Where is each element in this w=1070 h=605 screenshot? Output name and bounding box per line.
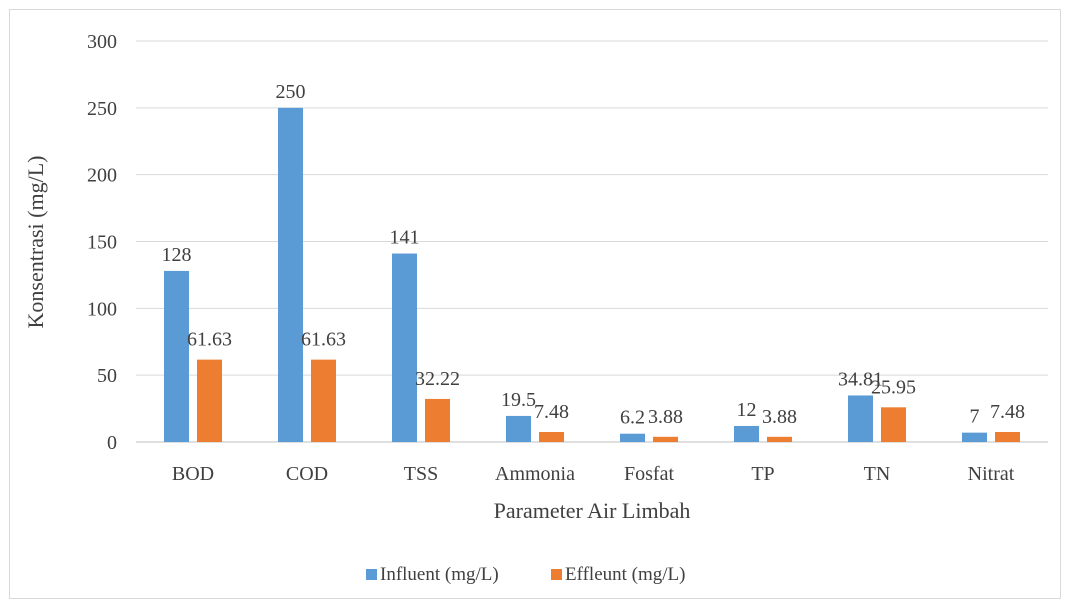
data-label-effleunt: 3.88	[762, 406, 797, 428]
data-label-effleunt: 7.48	[534, 401, 569, 423]
y-tick-label: 100	[87, 298, 117, 320]
data-label-effleunt: 7.48	[990, 401, 1025, 423]
x-category-label: TSS	[404, 463, 438, 485]
x-category-label: Nitrat	[968, 463, 1015, 485]
y-axis-ticks: 0 50 100 150 200 250 300	[87, 31, 117, 454]
bar-effleunt-ammonia	[539, 432, 564, 442]
data-label-effleunt: 32.22	[415, 368, 460, 390]
legend-swatch-influent	[366, 569, 377, 580]
legend-swatch-effleunt	[551, 569, 562, 580]
bar-influent-cod	[278, 107, 303, 442]
y-axis-title: Konsentrasi (mg/L)	[23, 156, 48, 329]
bar-influent-tss	[392, 253, 417, 442]
data-label-influent: 19.5	[501, 389, 536, 411]
bar-effleunt-tss	[425, 398, 450, 442]
x-axis-categories: BOD COD TSS Ammonia Fosfat TP TN Nitrat	[172, 463, 1015, 485]
bar-effleunt-fosfat	[653, 436, 678, 442]
bar-effleunt-cod	[311, 359, 336, 442]
legend: Influent (mg/L) Effleunt (mg/L)	[366, 564, 685, 585]
data-label-effleunt: 61.63	[301, 329, 346, 351]
bar-effleunt-bod	[197, 359, 222, 442]
data-label-influent: 250	[276, 81, 306, 103]
x-category-label: Ammonia	[495, 463, 575, 485]
x-category-label: TP	[751, 463, 774, 485]
bar-effleunt-tn	[881, 407, 906, 442]
bar-influent-bod	[164, 270, 189, 442]
y-tick-label: 300	[87, 31, 117, 53]
data-label-influent: 141	[390, 227, 420, 249]
data-label-effleunt: 25.95	[871, 376, 916, 398]
bar-influent-ammonia	[506, 415, 531, 442]
data-label-influent: 34.81	[838, 368, 883, 390]
data-label-effleunt: 3.88	[648, 406, 683, 428]
x-category-label: COD	[286, 463, 328, 485]
y-tick-label: 0	[107, 432, 117, 454]
data-label-influent: 12	[737, 399, 757, 421]
x-axis-title: Parameter Air Limbah	[494, 498, 691, 523]
bar-influent-fosfat	[620, 433, 645, 442]
data-label-effleunt: 61.63	[187, 329, 232, 351]
bar-influent-tn	[848, 395, 873, 442]
data-label-influent: 128	[162, 244, 192, 266]
bar-influent-tp	[734, 425, 759, 442]
x-category-label: BOD	[172, 463, 214, 485]
x-category-label: TN	[864, 463, 891, 485]
data-label-influent: 7	[970, 406, 980, 428]
bar-effleunt-tp	[767, 436, 792, 442]
y-tick-label: 150	[87, 232, 117, 254]
y-tick-label: 200	[87, 165, 117, 187]
bar-influent-nitrat	[962, 432, 987, 442]
y-tick-label: 50	[97, 365, 117, 387]
bars	[164, 107, 1020, 442]
legend-label-influent: Influent (mg/L)	[380, 564, 499, 585]
data-label-influent: 6.2	[620, 407, 645, 429]
legend-label-effleunt: Effleunt (mg/L)	[565, 564, 685, 585]
y-tick-label: 250	[87, 98, 117, 120]
x-category-label: Fosfat	[624, 463, 674, 485]
bar-effleunt-nitrat	[995, 432, 1020, 442]
